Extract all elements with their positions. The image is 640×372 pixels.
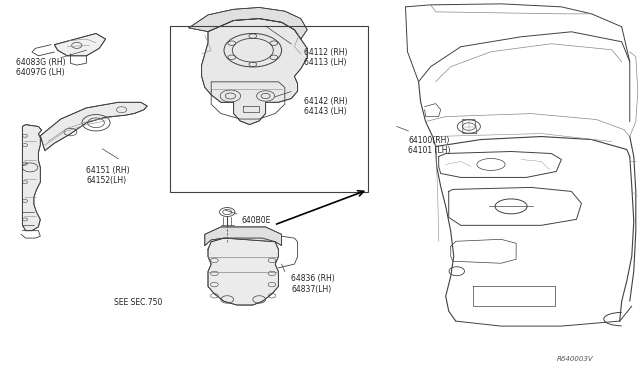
Polygon shape [22, 125, 42, 231]
Text: 64112 (RH)
64113 (LH): 64112 (RH) 64113 (LH) [304, 48, 348, 67]
Text: 64100(RH)
64101 (LH): 64100(RH) 64101 (LH) [408, 136, 451, 155]
Text: R640003V: R640003V [557, 356, 593, 362]
Polygon shape [54, 33, 106, 56]
Text: 640B0E: 640B0E [242, 216, 271, 225]
Polygon shape [202, 19, 307, 125]
Polygon shape [208, 238, 278, 305]
Polygon shape [205, 227, 282, 246]
Text: 64142 (RH)
64143 (LH): 64142 (RH) 64143 (LH) [304, 97, 348, 116]
Text: 64083G (RH)
64097G (LH): 64083G (RH) 64097G (LH) [16, 58, 66, 77]
Text: 64151 (RH)
64152(LH): 64151 (RH) 64152(LH) [86, 166, 130, 185]
Text: SEE SEC.750: SEE SEC.750 [114, 298, 163, 307]
Polygon shape [189, 7, 307, 39]
Text: 64836 (RH)
64837(LH): 64836 (RH) 64837(LH) [291, 274, 335, 294]
Polygon shape [40, 102, 147, 151]
